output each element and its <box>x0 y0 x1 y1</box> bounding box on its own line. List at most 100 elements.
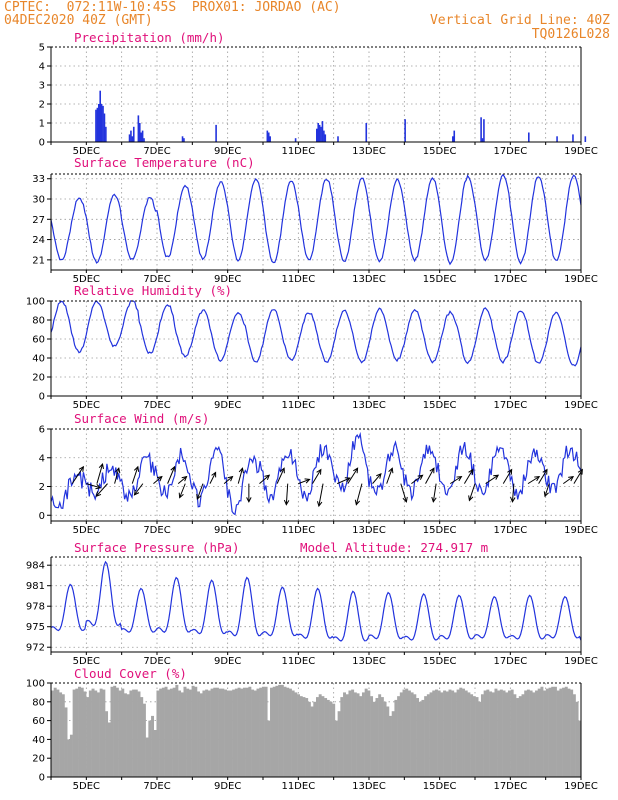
cloud-bar <box>483 690 487 777</box>
cloud-bar <box>288 688 292 777</box>
cloud-bar <box>334 720 338 777</box>
wind-vector <box>511 483 515 502</box>
xtick-label: 13DEC <box>352 274 386 285</box>
ytick-label: 40 <box>32 735 45 746</box>
cloud-bar <box>51 690 54 777</box>
ytick-label: 6 <box>39 425 45 436</box>
cloud-bar <box>424 696 428 777</box>
cloud-bar <box>564 686 568 777</box>
cloud-bar <box>310 706 314 777</box>
cloud-bar <box>380 697 384 777</box>
ytick-label: 984 <box>26 561 45 572</box>
cloud-bar <box>151 715 155 777</box>
cloud-bar <box>102 689 106 777</box>
cloud-bar <box>242 687 246 777</box>
ytick-label: 0 <box>39 511 45 522</box>
cloud-bar <box>172 687 176 777</box>
ytick-label: 0 <box>39 138 45 149</box>
cloud-bar <box>291 690 295 777</box>
header-date-line: 04DEC2020 40Z (GMT) <box>4 13 153 28</box>
precip-bar <box>143 138 145 142</box>
xtick-label: 5DEC <box>73 656 100 667</box>
wind-vector-head <box>264 474 271 481</box>
cloud-bar <box>210 688 214 777</box>
cloud-bar <box>432 690 436 777</box>
xtick-label: 9DEC <box>214 274 241 285</box>
wind-vector-head <box>238 467 244 474</box>
cloud-bar <box>440 692 444 777</box>
cloud-bar <box>367 690 371 777</box>
cloud-bar <box>80 687 84 777</box>
xtick-label: 13DEC <box>352 146 386 157</box>
cloud-bar <box>88 690 92 777</box>
cloud-bar <box>199 693 203 777</box>
xtick-label: 7DEC <box>143 656 170 667</box>
wind-vector-head <box>316 501 323 508</box>
precip-bar <box>128 134 131 142</box>
cloud-bar <box>142 703 146 777</box>
cloud-bar <box>337 711 341 777</box>
cloud-bar <box>448 689 452 777</box>
ytick-label: 2 <box>39 482 45 493</box>
cloud-bar <box>421 699 425 777</box>
cloud-bar <box>318 694 322 777</box>
xtick-label: 13DEC <box>352 781 386 792</box>
precip-bar <box>267 132 270 142</box>
xtick-label: 17DEC <box>493 400 527 411</box>
cloud-bar <box>175 684 179 777</box>
xtick-label: 5DEC <box>73 146 100 157</box>
wind-vector-head <box>78 465 85 472</box>
wind-vector-head <box>568 475 575 482</box>
cloud-bar <box>540 686 544 777</box>
cloud-bar <box>467 692 471 777</box>
ytick-label: 3 <box>39 81 45 92</box>
wind-vector <box>134 483 144 496</box>
precip-bar <box>131 136 134 142</box>
wind-vector-head <box>196 494 202 501</box>
xtick-label: 19DEC <box>564 400 598 411</box>
xtick-label: 7DEC <box>143 525 170 536</box>
cloud-bar <box>218 688 222 777</box>
ytick-label: 21 <box>32 255 45 266</box>
cloud-bar <box>91 688 95 777</box>
panel-precip: 0 1 2 3 4 5 5DEC 7DEC 9DEC 11DEC 13DEC 15DEC 17DEC 19… <box>39 30 598 157</box>
cloud-bar <box>524 690 528 777</box>
precip-bar <box>483 119 485 142</box>
precip-bar <box>130 130 132 142</box>
wind-vector-head <box>510 497 516 503</box>
wind-vector-head <box>133 489 140 496</box>
wind-vector <box>209 472 217 484</box>
cloud-bar <box>137 691 141 777</box>
cloud-bar <box>153 730 157 777</box>
wind-vector-head <box>170 465 176 472</box>
cloud-bar <box>61 694 65 777</box>
cloud-bar <box>234 688 238 777</box>
cloud-bar <box>299 696 303 777</box>
wind-vector-head <box>417 474 424 480</box>
ytick-label: 24 <box>32 235 45 246</box>
ytick-label: 27 <box>32 215 45 226</box>
xtick-label: 15DEC <box>423 146 457 157</box>
cloud-bar <box>499 689 503 777</box>
precip-bar <box>269 136 271 142</box>
xtick-label: 15DEC <box>423 274 457 285</box>
cloud-bar <box>407 690 411 777</box>
cloud-bar <box>426 694 430 777</box>
wind-vector-head <box>279 467 285 474</box>
cloud-bar <box>94 690 98 777</box>
cloud-bar <box>307 701 311 777</box>
ytick-label: 981 <box>26 581 45 592</box>
wind-vector <box>336 477 351 485</box>
wind-vector <box>386 468 393 484</box>
wind-vector-head <box>246 497 252 503</box>
cloud-bar <box>413 694 417 777</box>
precip-bar <box>365 123 368 142</box>
wind-vector <box>177 476 187 485</box>
precip-bar <box>183 138 185 142</box>
cloud-bar <box>316 697 319 777</box>
xtick-label: 19DEC <box>564 525 598 536</box>
precip-bar <box>318 124 321 142</box>
cloud-bar <box>69 734 73 777</box>
xtick-label: 11DEC <box>281 146 315 157</box>
